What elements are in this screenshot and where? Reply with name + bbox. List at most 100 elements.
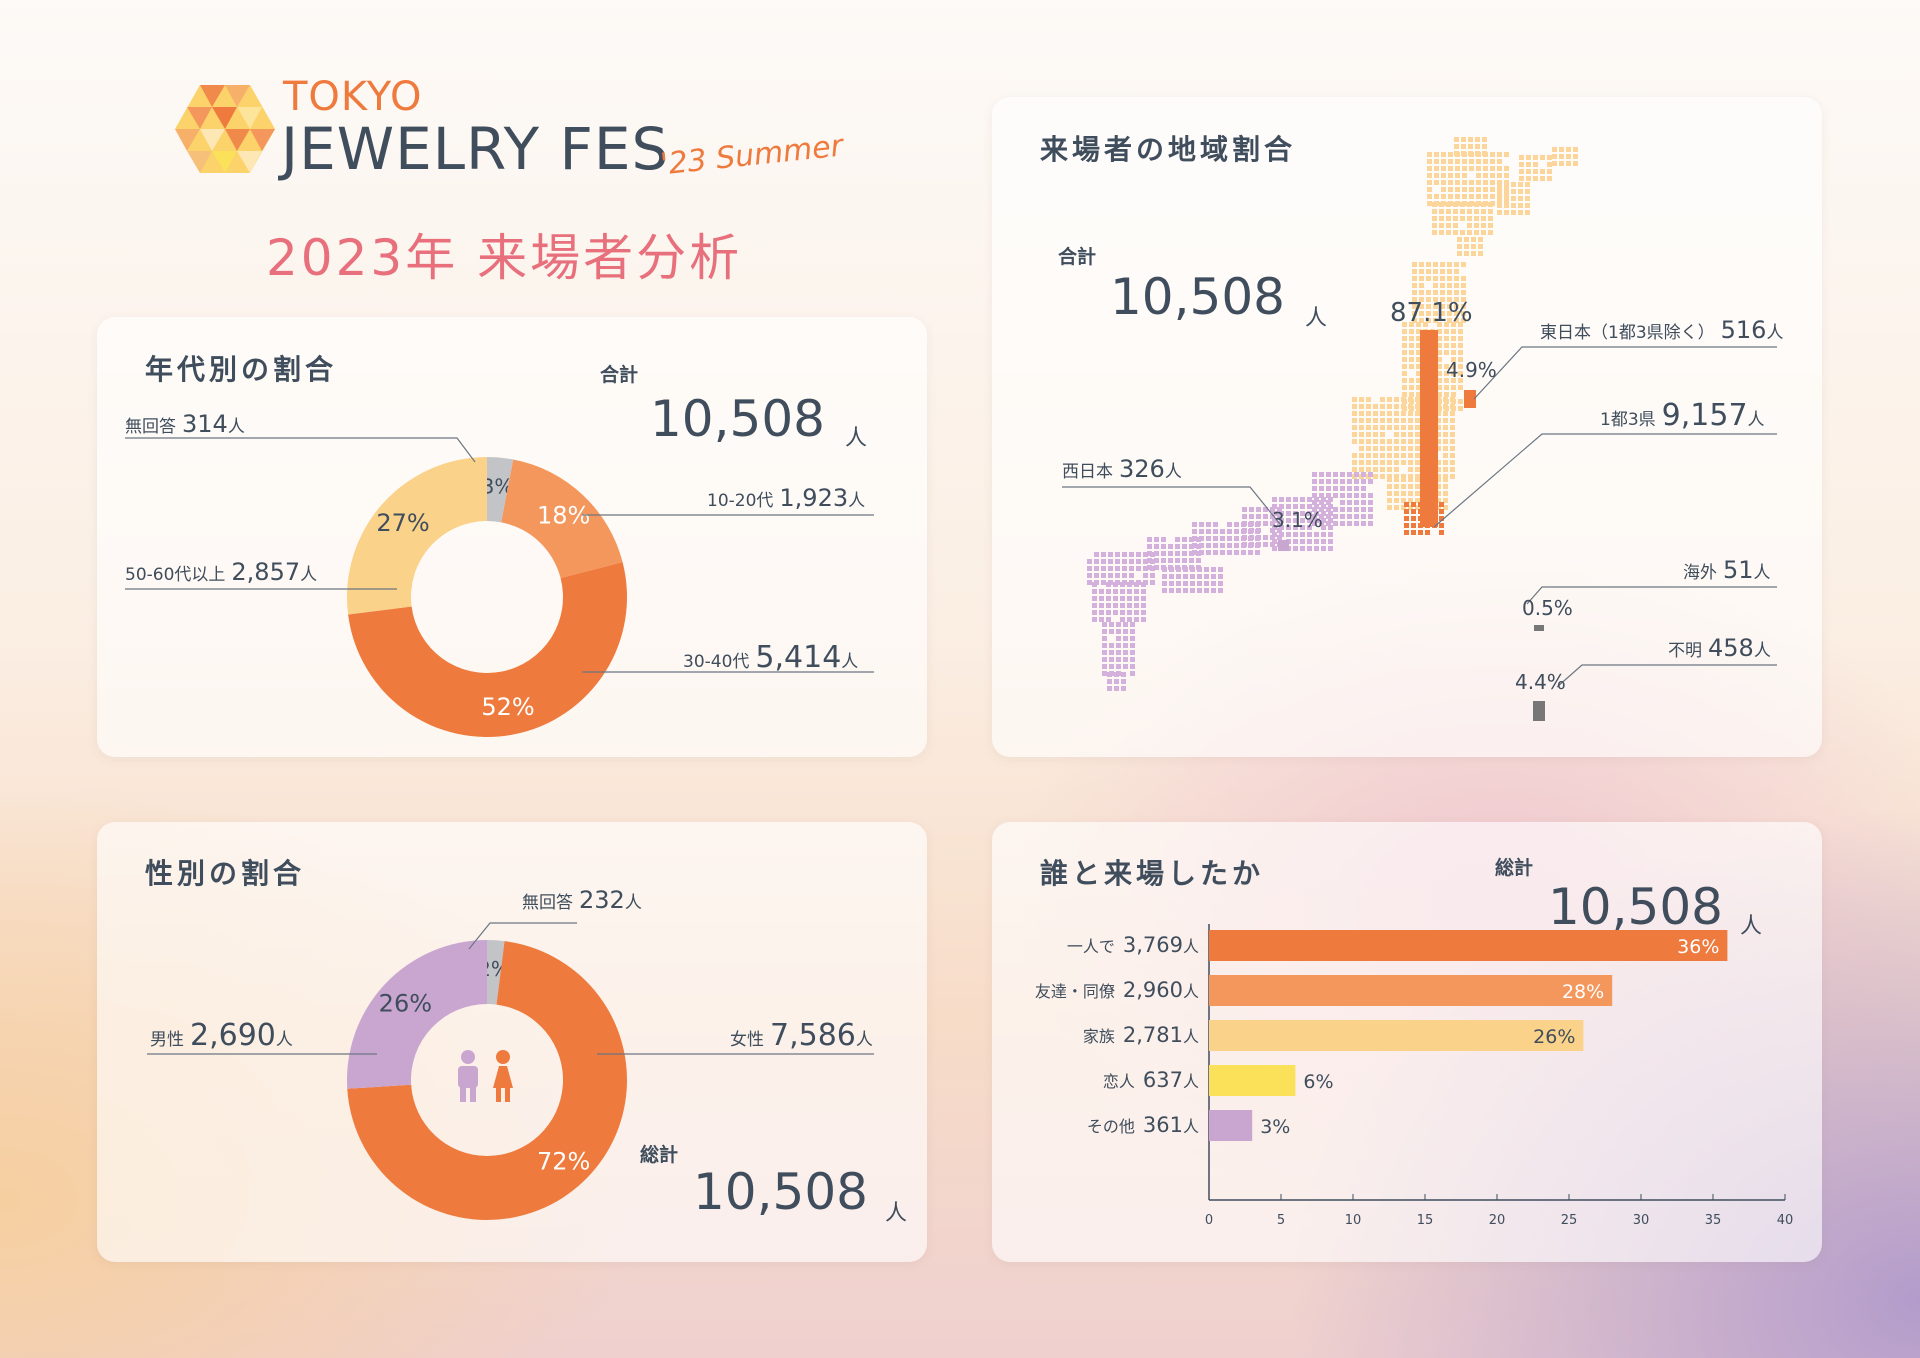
map-dot (1129, 566, 1134, 571)
map-dot (1366, 404, 1371, 409)
map-dot (1121, 679, 1126, 684)
map-dot (1402, 364, 1407, 369)
map-dot (1457, 237, 1462, 242)
map-dot (1218, 567, 1223, 572)
region-bar-west (1278, 540, 1289, 551)
map-dot (1387, 453, 1392, 458)
map-dot (1154, 558, 1159, 563)
map-dot (1441, 180, 1446, 185)
map-dot (1373, 425, 1378, 430)
map-dot (1474, 216, 1479, 221)
map-dot (1448, 187, 1453, 192)
map-dot (1440, 304, 1445, 309)
map-dot (1300, 497, 1305, 502)
map-dot (1450, 432, 1455, 437)
map-dot (1460, 202, 1465, 207)
map-dot (1454, 151, 1459, 156)
map-dot (1293, 539, 1298, 544)
map-dot (1227, 529, 1232, 534)
map-dot (1123, 643, 1128, 648)
map-dot (1162, 588, 1167, 593)
map-dot (1504, 196, 1509, 201)
x-tick-label: 25 (1561, 1213, 1578, 1228)
map-dot (1401, 404, 1406, 409)
map-dot (1272, 518, 1277, 523)
map-dot (1419, 290, 1424, 295)
companion-category-label: 友達・同僚 2,960人 (1035, 978, 1199, 1002)
map-dot (1533, 155, 1538, 160)
map-dot (1129, 559, 1134, 564)
map-dot (1444, 350, 1449, 355)
map-dot (1380, 432, 1385, 437)
map-dot (1408, 477, 1413, 482)
map-dot (1426, 318, 1431, 323)
map-dot (1354, 479, 1359, 484)
map-dot (1518, 189, 1523, 194)
map-dot (1461, 137, 1466, 142)
map-dot (1120, 617, 1125, 622)
map-dot (1511, 189, 1516, 194)
map-dot (1436, 439, 1441, 444)
page-title: 2023年 来場者分析 (266, 229, 743, 287)
map-dot (1427, 194, 1432, 199)
map-dot (1141, 596, 1146, 601)
map-dot (1425, 530, 1430, 535)
map-dot (1094, 559, 1099, 564)
map-dot (1526, 169, 1531, 174)
map-dot (1227, 536, 1232, 541)
map-dot (1427, 166, 1432, 171)
map-dot (1197, 581, 1202, 586)
map-dot (1436, 474, 1441, 479)
map-dot (1525, 210, 1530, 215)
map-dot (1427, 152, 1432, 157)
map-dot (1519, 162, 1524, 167)
map-dot (1490, 187, 1495, 192)
map-dot (1408, 505, 1413, 510)
map-dot (1340, 479, 1345, 484)
map-dot (1447, 297, 1452, 302)
map-dot (1387, 484, 1392, 489)
map-dot (1359, 446, 1364, 451)
map-dot (1286, 532, 1291, 537)
map-dot (1394, 467, 1399, 472)
map-dot (1122, 552, 1127, 557)
map-dot (1176, 581, 1181, 586)
map-dot (1525, 182, 1530, 187)
map-dot (1248, 529, 1253, 534)
map-dot (1347, 472, 1352, 477)
map-dot (1440, 311, 1445, 316)
map-dot (1134, 617, 1139, 622)
map-dot (1319, 507, 1324, 512)
map-dot (1255, 543, 1260, 548)
map-dot (1387, 498, 1392, 503)
map-dot (1373, 411, 1378, 416)
region-total-label: 合計 (1058, 246, 1097, 268)
map-dot (1450, 467, 1455, 472)
map-dot (1432, 230, 1437, 235)
map-dot (1366, 467, 1371, 472)
map-dot (1241, 529, 1246, 534)
map-dot (1106, 603, 1111, 608)
map-dot (1279, 504, 1284, 509)
map-dot (1460, 230, 1465, 235)
map-dot (1434, 159, 1439, 164)
map-dot (1204, 581, 1209, 586)
map-dot (1402, 357, 1407, 362)
map-dot (1436, 411, 1441, 416)
map-dot (1099, 603, 1104, 608)
map-dot (1448, 159, 1453, 164)
map-dot (1394, 439, 1399, 444)
region-label-overseas: 海外 51人 (1683, 556, 1771, 584)
map-dot (1436, 446, 1441, 451)
companion-bar (1209, 1020, 1584, 1051)
region-label-capital: 1都3県 9,157人 (1600, 398, 1765, 433)
map-dot (1451, 343, 1456, 348)
map-dot (1447, 269, 1452, 274)
map-dot (1270, 542, 1275, 547)
map-dot (1352, 404, 1357, 409)
map-dot (1402, 343, 1407, 348)
map-dot (1468, 144, 1473, 149)
map-dot (1476, 180, 1481, 185)
map-dot (1326, 514, 1331, 519)
map-dot (1279, 532, 1284, 537)
